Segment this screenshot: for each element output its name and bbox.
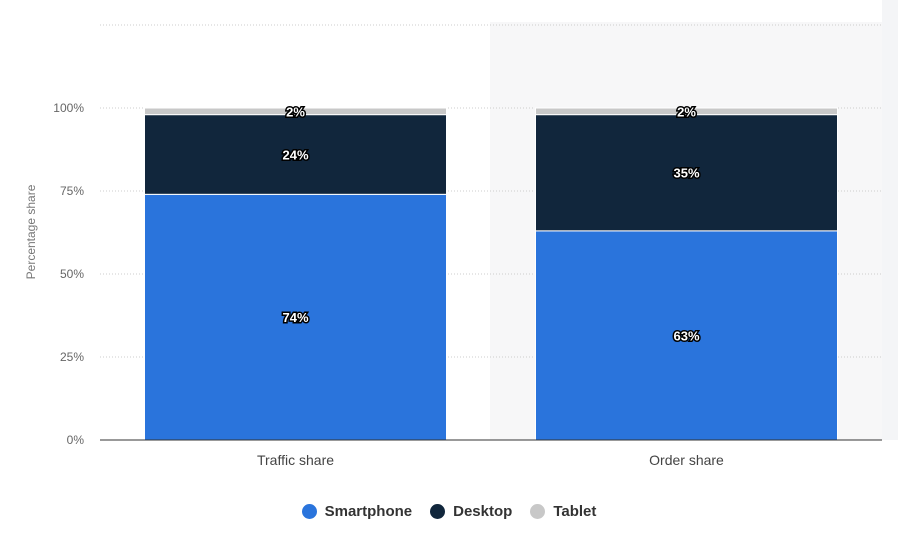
- legend-item-desktop[interactable]: Desktop: [430, 503, 512, 520]
- data-label: 63%: [673, 328, 699, 343]
- legend-label: Smartphone: [324, 502, 413, 520]
- bar-desktop-2[interactable]: [535, 114, 838, 232]
- data-label: 35%: [673, 166, 699, 181]
- bar-desktop-1[interactable]: [144, 114, 447, 195]
- x-axis-categories: Traffic share Order share: [257, 452, 724, 468]
- legend-marker-icon: [430, 503, 446, 519]
- data-label: 24%: [282, 147, 308, 162]
- data-label: 2%: [286, 104, 305, 119]
- legend-label: Desktop: [453, 502, 513, 520]
- bar-tablet-2[interactable]: [535, 107, 838, 116]
- legend-marker-icon: [530, 503, 546, 519]
- stacked-bar-chart: 0% 25% 50% 75% 100% Percentage share Traffic…: [24, 24, 882, 468]
- y-tick-label: 0%: [67, 433, 85, 447]
- legend-item-tablet[interactable]: Tablet: [530, 503, 596, 520]
- bar-smartphone-1[interactable]: [144, 193, 447, 441]
- legend: Smartphone Desktop Tablet: [0, 498, 898, 524]
- data-label: 2%: [677, 104, 696, 119]
- y-axis-label: Percentage share: [24, 184, 38, 279]
- bar-smartphone-2[interactable]: [535, 230, 838, 441]
- legend-item-smartphone[interactable]: Smartphone: [301, 502, 413, 520]
- y-tick-label: 50%: [60, 267, 84, 281]
- y-axis-ticks: 0% 25% 50% 75% 100%: [53, 101, 84, 447]
- right-edge-strip: [882, 0, 898, 440]
- y-tick-label: 75%: [60, 184, 84, 198]
- legend-label: Tablet: [553, 502, 597, 520]
- x-category-label: Order share: [649, 452, 724, 468]
- legend-marker-icon: [301, 503, 317, 519]
- y-tick-label: 100%: [53, 101, 84, 115]
- bar-tablet-1[interactable]: [144, 107, 447, 116]
- data-labels: 74% 24% 2% 63% 35% 2%: [281, 103, 701, 345]
- x-category-label: Traffic share: [257, 452, 334, 468]
- data-label: 74%: [282, 310, 308, 325]
- bars: [144, 107, 838, 441]
- y-tick-label: 25%: [60, 350, 84, 364]
